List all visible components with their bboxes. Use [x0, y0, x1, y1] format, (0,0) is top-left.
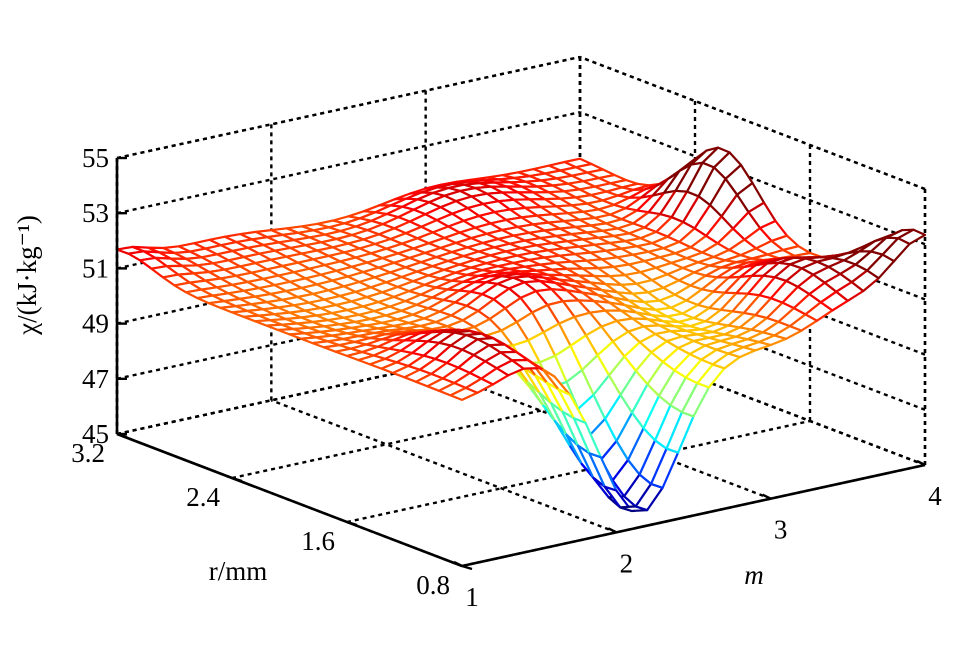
r-tick-label: 0.8 — [416, 570, 450, 600]
surface-mesh — [115, 146, 927, 513]
z-axis-ticks: 45 47 49 51 53 55 — [82, 143, 127, 449]
m-tick-mark — [453, 560, 463, 568]
grid-line — [270, 399, 617, 534]
m-tick-mark — [916, 459, 926, 467]
r-tick-label: 1.6 — [301, 526, 335, 556]
z-tick-label: 51 — [82, 253, 109, 283]
grid-line — [579, 55, 926, 191]
r-tick-label: 2.4 — [186, 482, 220, 512]
m-tick-label: 4 — [928, 481, 942, 511]
grid-line — [579, 111, 926, 246]
z-tick-label: 45 — [82, 419, 109, 449]
grid-line — [116, 55, 581, 160]
plot-axes — [115, 158, 926, 568]
r-tick-mark — [346, 520, 358, 527]
m-tick-mark — [762, 493, 772, 500]
m-tick-mark — [607, 527, 617, 534]
r-axis-ticks: 0.8 1.6 2.4 3.2 — [71, 432, 473, 600]
m-axis-label: m — [744, 560, 764, 590]
z-axis-label: χ/(kJ·kg⁻¹) — [12, 215, 42, 336]
mesh-cell — [896, 228, 927, 245]
m-tick-label: 2 — [620, 548, 634, 578]
grid-line — [116, 111, 581, 215]
r-axis-line — [116, 432, 463, 568]
r-tick-mark — [116, 432, 128, 439]
z-tick-label: 55 — [82, 143, 109, 173]
r-axis-label: r/mm — [209, 556, 268, 586]
z-tick-label: 49 — [82, 309, 109, 339]
z-tick-label: 47 — [82, 364, 109, 394]
grid-line — [346, 419, 811, 524]
r-tick-mark — [461, 564, 473, 571]
m-tick-label: 3 — [774, 515, 788, 545]
z-tick-label: 53 — [82, 198, 109, 228]
m-axis-ticks: 1 2 3 4 — [453, 459, 942, 612]
m-tick-label: 1 — [465, 582, 479, 612]
r-tick-mark — [231, 476, 243, 483]
r-tick-label: 3.2 — [71, 438, 105, 468]
m-axis-line — [461, 463, 926, 568]
